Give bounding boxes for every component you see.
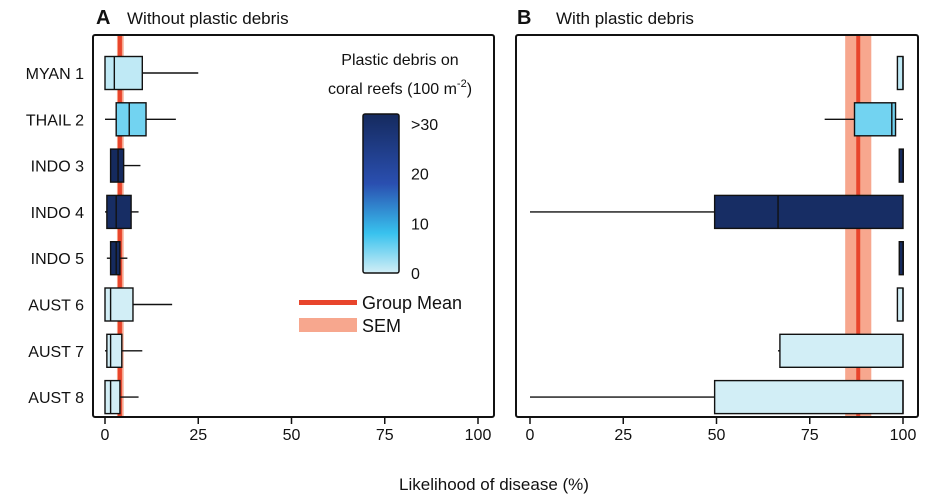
- panel-a-marks: [104, 36, 199, 416]
- box-aust-6: [104, 287, 173, 322]
- legend-mean-label: Group Mean: [362, 293, 462, 313]
- x-tick-label: 75: [376, 427, 394, 444]
- box-body: [779, 333, 904, 368]
- box-indo-5: [898, 240, 904, 276]
- box-indo-4: [105, 194, 139, 230]
- x-tick-label: 25: [189, 427, 207, 444]
- panel-b-title: With plastic debris: [556, 9, 694, 28]
- colorbar-tick-label: 20: [411, 167, 429, 184]
- box-myan-1: [104, 55, 199, 91]
- row-label: INDO 5: [31, 251, 84, 268]
- colorbar-title-end: ): [467, 81, 472, 98]
- box-aust-7: [778, 333, 904, 368]
- colorbar-legend: Plastic debris on coral reefs (100 m-2) …: [328, 52, 472, 283]
- box-body: [109, 240, 121, 276]
- box-body: [713, 379, 904, 415]
- panel-b: B With plastic debris 0 25 50 75 100: [515, 7, 919, 444]
- panel-b-x-ticks: 0 25 50 75 100: [526, 417, 917, 444]
- box-body: [853, 102, 897, 137]
- box-body: [106, 194, 132, 230]
- box-aust-6: [896, 287, 904, 322]
- colorbar-title-line1: Plastic debris on: [341, 52, 458, 69]
- panel-a-letter: A: [96, 7, 110, 29]
- colorbar-gradient: [362, 113, 400, 274]
- box-aust-8: [530, 379, 904, 415]
- row-label: MYAN 1: [26, 66, 84, 83]
- row-label: AUST 8: [28, 390, 84, 407]
- box-body: [115, 102, 147, 137]
- colorbar-title-sup: -2: [457, 78, 467, 90]
- x-tick-label: 100: [890, 427, 917, 444]
- panel-a-title: Without plastic debris: [127, 9, 289, 28]
- row-label: AUST 6: [28, 298, 84, 315]
- x-tick-label: 50: [283, 427, 301, 444]
- x-axis-label: Likelihood of disease (%): [399, 475, 589, 494]
- box-body: [896, 55, 904, 91]
- box-thail-2: [105, 102, 176, 137]
- panel-b-marks: [530, 36, 904, 416]
- colorbar-title-line2: coral reefs (100 m-2): [328, 78, 472, 98]
- row-label: THAIL 2: [26, 112, 84, 129]
- row-label: INDO 4: [31, 205, 84, 222]
- panel-b-letter: B: [517, 7, 531, 29]
- x-tick-label: 100: [465, 427, 492, 444]
- box-indo-3: [109, 148, 141, 183]
- box-indo-5: [106, 240, 128, 276]
- box-body: [104, 287, 134, 322]
- box-body: [104, 379, 121, 415]
- x-tick-label: 75: [801, 427, 819, 444]
- box-myan-1: [896, 55, 904, 91]
- panel-a-frame: [92, 34, 495, 418]
- row-label: AUST 7: [28, 344, 84, 361]
- x-tick-label: 25: [614, 427, 632, 444]
- box-indo-3: [898, 148, 904, 183]
- panel-a: A Without plastic debris MYAN 1 THAIL 2 IN…: [26, 7, 495, 444]
- box-thail-2: [824, 102, 903, 137]
- colorbar-title-main: coral reefs (100 m: [328, 81, 457, 98]
- panel-a-x-ticks: 0 25 50 75 100: [101, 417, 492, 444]
- mean-legend: Group Mean SEM: [299, 293, 462, 336]
- box-body: [713, 194, 904, 230]
- colorbar-tick-label: 10: [411, 216, 429, 233]
- x-tick-label: 0: [101, 427, 110, 444]
- colorbar-tick-label: >30: [411, 117, 438, 134]
- colorbar-ticks: 0 10 20 >30: [411, 117, 438, 283]
- box-body: [109, 148, 125, 183]
- x-tick-label: 0: [526, 427, 535, 444]
- legend-sem-label: SEM: [362, 316, 401, 336]
- colorbar-tick-label: 0: [411, 266, 420, 283]
- legend-sem-swatch: [299, 318, 357, 332]
- box-aust-8: [104, 379, 139, 415]
- box-indo-4: [530, 194, 904, 230]
- row-labels: MYAN 1 THAIL 2 INDO 3 INDO 4 INDO 5 AUST 6 AUS…: [26, 66, 84, 407]
- legend-mean-swatch: [299, 300, 357, 305]
- row-label: INDO 3: [31, 159, 84, 176]
- box-body: [104, 55, 143, 91]
- box-body: [106, 333, 123, 368]
- x-tick-label: 50: [708, 427, 726, 444]
- box-body: [896, 287, 904, 322]
- box-aust-7: [105, 333, 143, 368]
